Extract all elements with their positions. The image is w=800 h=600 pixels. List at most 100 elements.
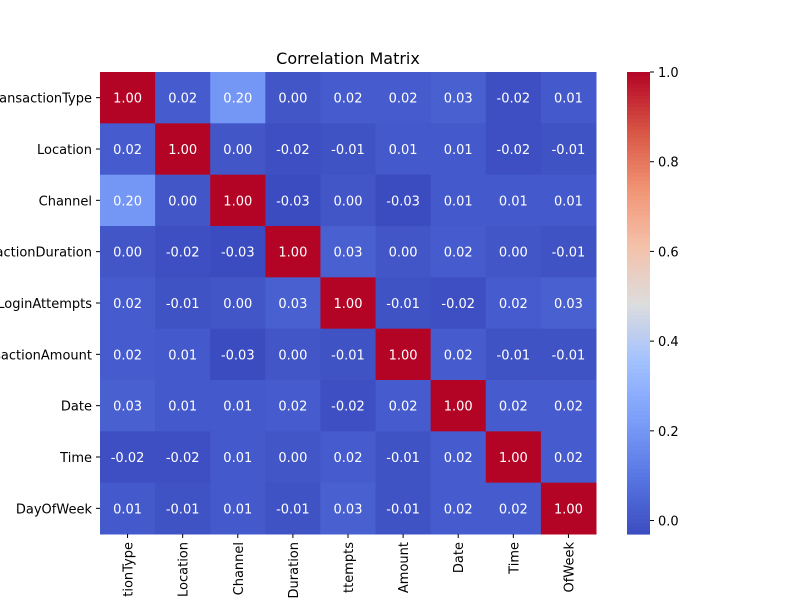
colorbar-segment xyxy=(627,441,650,447)
colorbar-segment xyxy=(627,341,650,346)
y-tick-labels: TransactionType Location Channel Transactio… xyxy=(0,92,100,517)
colorbar-segment xyxy=(627,249,650,254)
cell-value-label: -0.03 xyxy=(221,246,255,261)
colorbar-segment xyxy=(627,433,650,439)
colorbar-segment xyxy=(627,426,650,431)
colorbar-segment xyxy=(627,449,650,454)
cell-value-label: 0.01 xyxy=(223,451,252,466)
heatmap-cell xyxy=(265,431,321,484)
cell-value-label: 0.02 xyxy=(499,400,528,415)
colorbar-segment xyxy=(627,137,650,142)
colorbar-segment xyxy=(627,237,650,242)
heatmap-cell xyxy=(210,174,266,227)
colorbar-segment xyxy=(627,141,650,146)
cell-value-label: 0.02 xyxy=(554,400,583,415)
heatmap-cell xyxy=(265,328,321,381)
cell-value-label: 0.00 xyxy=(223,297,252,312)
colorbar-segment xyxy=(627,518,650,524)
y-tick-label: TransactionDuration xyxy=(0,246,92,261)
colorbar-segment xyxy=(627,175,650,181)
heatmap-cell xyxy=(100,482,156,535)
colorbar-segment xyxy=(627,125,650,131)
heatmap-cell xyxy=(100,277,156,330)
cell-value-label: 0.01 xyxy=(444,143,473,158)
y-tick-label: Channel xyxy=(39,194,92,209)
colorbar-segment xyxy=(627,503,650,508)
heatmap-cell xyxy=(210,431,266,484)
heatmap-cell xyxy=(265,123,321,176)
colorbar-segment xyxy=(627,453,650,458)
colorbar-segment xyxy=(627,145,650,150)
cell-value-label: 0.02 xyxy=(499,297,528,312)
heatmap-cell xyxy=(320,277,377,330)
colorbar-segment xyxy=(627,526,650,531)
heatmap-cell xyxy=(540,380,597,432)
colorbar-segment xyxy=(627,495,650,500)
x-tick-labels: tionType Location Channel Duration ttempts Am… xyxy=(122,534,577,598)
cell-value-label: -0.01 xyxy=(552,143,586,158)
cell-value-label: 0.01 xyxy=(554,194,583,209)
colorbar-segment xyxy=(627,349,650,354)
cell-value-label: -0.01 xyxy=(386,297,420,312)
colorbar-segment xyxy=(627,399,650,404)
cell-value-label: -0.01 xyxy=(331,143,365,158)
colorbar-segment xyxy=(627,387,650,393)
colorbar-segment xyxy=(627,326,650,331)
colorbar-segment xyxy=(627,333,650,339)
heatmap-cell xyxy=(155,277,211,330)
colorbar-segment xyxy=(627,437,650,443)
heatmap-cell xyxy=(100,431,156,484)
cell-value-label: 0.03 xyxy=(113,400,142,415)
heatmap-cell xyxy=(540,482,597,535)
heatmap-annotations: 1.00 0.02 0.20 0.00 0.02 0.02 0.03 -0.02 0.01 0.0… xyxy=(111,92,586,518)
colorbar-segment xyxy=(627,75,650,81)
cell-value-label: 1.00 xyxy=(334,297,363,312)
heatmap-cell xyxy=(540,123,597,176)
heatmap-cell xyxy=(540,72,597,124)
chart-title: Correlation Matrix xyxy=(276,49,420,68)
heatmap-cell xyxy=(320,431,377,484)
cell-value-label: 1.00 xyxy=(278,246,307,261)
heatmap-cell xyxy=(100,123,156,176)
cell-value-label: -0.02 xyxy=(276,143,310,158)
colorbar-segment xyxy=(627,464,650,470)
cell-value-label: 0.01 xyxy=(113,502,142,517)
heatmap-cell xyxy=(485,277,542,330)
x-tick-label: Location xyxy=(177,542,192,597)
colorbar-segment xyxy=(627,129,650,135)
cell-value-label: 0.02 xyxy=(389,92,418,107)
cell-value-label: 1.00 xyxy=(223,194,252,209)
colorbar-segment xyxy=(627,360,650,366)
heatmap-cell xyxy=(320,328,377,381)
colorbar-segment xyxy=(627,383,650,389)
cell-value-label: -0.03 xyxy=(386,194,420,209)
y-tick-label: LoginAttempts xyxy=(0,297,92,312)
cell-value-label: 0.20 xyxy=(113,194,142,209)
heatmap-cell xyxy=(430,328,487,381)
cell-value-label: 0.02 xyxy=(389,400,418,415)
heatmap-cell xyxy=(485,380,542,432)
cell-value-label: 1.00 xyxy=(499,451,528,466)
colorbar-segment xyxy=(627,329,650,335)
colorbar-segment xyxy=(627,291,650,296)
cell-value-label: 0.00 xyxy=(223,143,252,158)
colorbar-segment xyxy=(627,87,650,92)
colorbar-tick-label: 0.4 xyxy=(658,335,679,350)
colorbar-segment xyxy=(627,295,650,300)
colorbar-segment xyxy=(627,256,650,262)
colorbar-segment xyxy=(627,206,650,212)
colorbar-segment xyxy=(627,279,650,285)
cell-value-label: 0.01 xyxy=(389,143,418,158)
colorbar-segment xyxy=(627,164,650,169)
heatmap-cell xyxy=(100,72,156,124)
colorbar-segment xyxy=(627,318,650,323)
heatmap-cell xyxy=(155,72,211,124)
colorbar-segment xyxy=(627,499,650,504)
heatmap-cell xyxy=(485,328,542,381)
cell-value-label: 1.00 xyxy=(168,143,197,158)
colorbar-segment xyxy=(627,314,650,319)
cell-value-label: 0.02 xyxy=(168,92,197,107)
colorbar-segment xyxy=(627,79,650,85)
x-tick-label: Time xyxy=(507,542,522,575)
